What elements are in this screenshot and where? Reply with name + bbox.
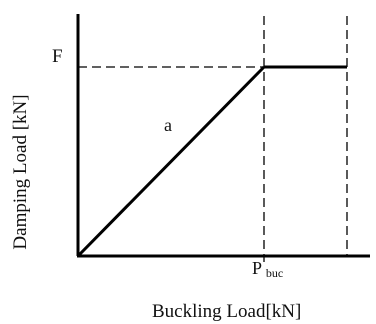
force-label: F xyxy=(52,46,63,67)
linear-load-line xyxy=(76,65,266,258)
x-axis-label: Buckling Load[kN] xyxy=(152,301,301,322)
buckling-load-label: P buc xyxy=(252,258,283,280)
buckling-load-label-main: P xyxy=(252,258,262,278)
y-axis-label: Damping Load [kN] xyxy=(10,94,31,249)
buckling-load-label-subscript: buc xyxy=(266,266,283,280)
line-label: a xyxy=(164,115,172,135)
